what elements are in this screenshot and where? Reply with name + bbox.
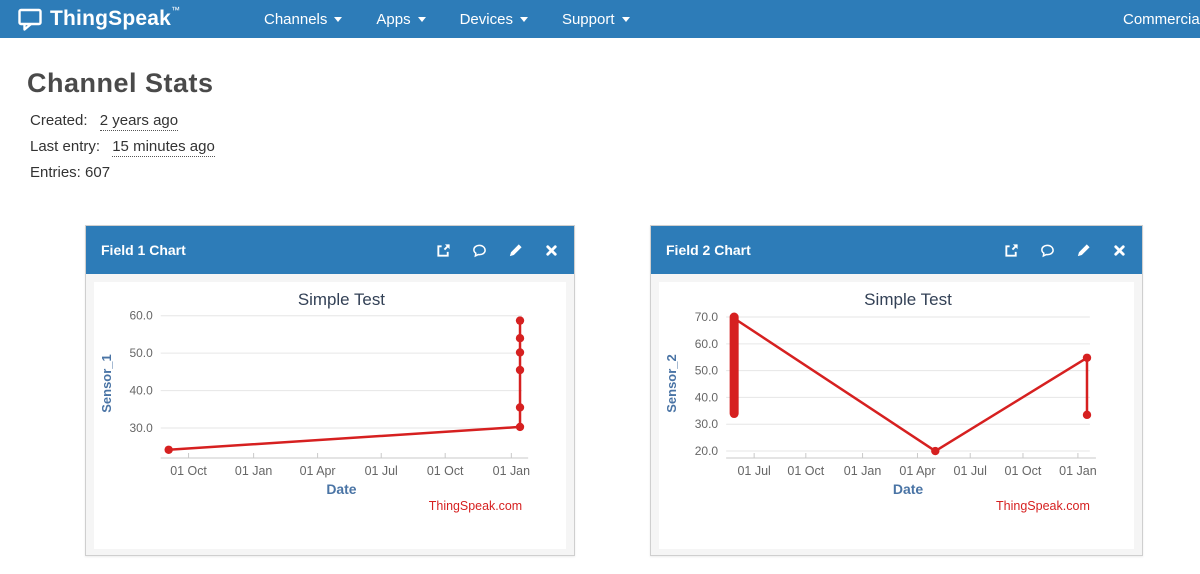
created-row: Created: 2 years ago (30, 112, 215, 131)
field2-panel-body: 20.0 30.0 40.0 50.0 60.0 70.0 01 Jul 01 Oct 01 J… (651, 274, 1142, 562)
x-axis-label: Date (326, 481, 356, 497)
y-tick-label: 30.0 (130, 421, 154, 435)
x-tick-label: 01 Oct (787, 464, 824, 478)
nav-item-label: Channels (264, 10, 328, 28)
field2-panel-header: Field 2 Chart (651, 226, 1142, 274)
entries-value: 607 (85, 164, 111, 181)
last-entry-row: Last entry: 15 minutes ago (30, 138, 215, 157)
y-tick-label: 50.0 (695, 364, 719, 378)
brand-name: ThingSpeak™ (50, 4, 181, 31)
y-tick-label: 40.0 (130, 384, 154, 398)
y-axis-label: Sensor_2 (664, 354, 679, 412)
x-tick-label: 01 Jan (844, 464, 882, 478)
nav-item-devices[interactable]: Devices (460, 11, 528, 28)
comment-icon[interactable] (472, 243, 487, 258)
thingspeak-logo[interactable]: ThingSpeak™ (18, 0, 180, 38)
x-tick-label: 01 Jan (235, 464, 272, 478)
x-tick-label: 01 Apr (899, 464, 935, 478)
edit-icon[interactable] (508, 243, 523, 258)
y-tick-label: 40.0 (695, 390, 719, 404)
chart-title: Simple Test (298, 290, 385, 309)
nav-item-label: Support (561, 10, 615, 28)
nav-item-support[interactable]: Support (562, 11, 630, 28)
x-tick-label: 01 Apr (300, 464, 336, 478)
chevron-down-icon (621, 16, 630, 22)
panel-icon-toolbar (436, 243, 559, 258)
field1-chart: 30.0 40.0 50.0 60.0 01 Oct 01 Jan 01 Apr 01 Jul… (94, 282, 566, 549)
data-point[interactable] (515, 348, 525, 357)
nav-item-apps[interactable]: Apps (376, 10, 426, 28)
chevron-down-icon (519, 16, 528, 22)
x-tick-label: 01 Jan (493, 464, 530, 478)
close-icon[interactable] (1112, 243, 1127, 258)
x-tick-label: 01 Jul (365, 464, 398, 478)
data-point[interactable] (1082, 353, 1092, 362)
y-tick-label: 20.0 (695, 444, 719, 458)
field2-chart: 20.0 30.0 40.0 50.0 60.0 70.0 01 Jul 01 Oct 01 J… (659, 282, 1134, 549)
y-axis-label: Sensor_1 (99, 354, 114, 413)
x-tick-label: 01 Oct (170, 464, 207, 478)
field1-panel-body: 30.0 40.0 50.0 60.0 01 Oct 01 Jan 01 Apr 01 Jul… (86, 274, 574, 562)
entries-label: Entries: (30, 164, 81, 181)
data-point[interactable] (1082, 410, 1092, 420)
external-link-icon[interactable] (1004, 243, 1019, 258)
panel-title: Field 1 Chart (101, 242, 186, 258)
data-point[interactable] (515, 365, 525, 375)
created-label: Created: (30, 112, 88, 129)
last-entry-value: 15 minutes ago (112, 138, 215, 157)
y-tick-label: 60.0 (695, 337, 719, 351)
y-tick-label: 50.0 (130, 346, 154, 360)
data-point[interactable] (164, 445, 173, 454)
chevron-down-icon (334, 16, 343, 22)
speech-bubble-icon (18, 8, 43, 31)
data-point[interactable] (515, 316, 525, 325)
comment-icon[interactable] (1040, 243, 1055, 258)
chart-credit-link[interactable]: ThingSpeak.com (996, 499, 1090, 513)
x-tick-label: 01 Oct (1005, 464, 1042, 478)
series-line (733, 317, 1089, 453)
brand-trademark: ™ (171, 4, 181, 15)
x-tick-label: 01 Jul (737, 464, 770, 478)
chart-title: Simple Test (864, 290, 952, 309)
field1-panel-header: Field 1 Chart (86, 226, 574, 274)
entries-row: Entries: 607 (30, 164, 215, 181)
x-tick-label: 01 Oct (427, 464, 464, 478)
page-title: Channel Stats (27, 68, 214, 98)
edit-icon[interactable] (1076, 243, 1091, 258)
channel-stats-summary: Created: 2 years ago Last entry: 15 minu… (30, 112, 215, 190)
nav-item-label: Devices (459, 10, 513, 28)
data-point[interactable] (931, 446, 940, 456)
nav-item-channels[interactable]: Channels (264, 10, 343, 28)
external-link-icon[interactable] (436, 243, 451, 258)
field2-chart-panel: Field 2 Chart 20.0 30.0 40.0 50.0 60.0 70.0 01… (650, 225, 1143, 556)
series-line (168, 320, 522, 452)
close-icon[interactable] (544, 243, 559, 258)
y-tick-label: 30.0 (695, 417, 719, 431)
top-navbar: ThingSpeak™ Channels Apps Devices Suppor… (0, 0, 1200, 38)
y-tick-label: 70.0 (695, 310, 719, 324)
data-point[interactable] (515, 422, 525, 432)
data-point[interactable] (515, 403, 525, 412)
data-point[interactable] (515, 334, 525, 343)
nav-item-label: Apps (376, 10, 411, 28)
brand-text: ThingSpeak (50, 7, 172, 30)
created-value: 2 years ago (99, 112, 179, 131)
x-tick-label: 01 Jul (954, 464, 987, 478)
field1-chart-panel: Field 1 Chart 30.0 40.0 50.0 60.0 01 Oct 01 J… (85, 225, 575, 556)
chevron-down-icon (417, 16, 426, 22)
nav-menu: Channels Apps Devices Support (264, 0, 630, 38)
nav-item-commercial-use[interactable]: Commercial Use (1123, 10, 1200, 28)
last-entry-label: Last entry: (30, 138, 101, 155)
chart-credit-link[interactable]: ThingSpeak.com (429, 499, 522, 513)
x-tick-label: 01 Jan (1059, 464, 1097, 478)
panel-icon-toolbar (1004, 243, 1127, 258)
x-axis-label: Date (893, 481, 924, 497)
y-tick-label: 60.0 (130, 309, 154, 323)
panel-title: Field 2 Chart (666, 242, 751, 258)
